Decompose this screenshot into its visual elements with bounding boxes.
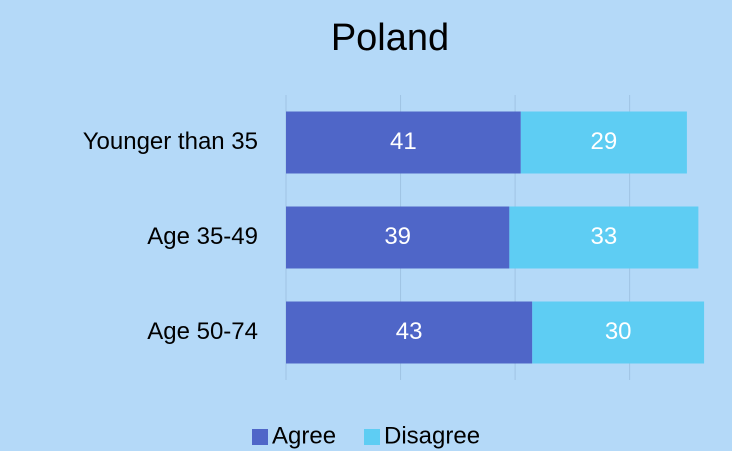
y-tick-label: Age 50-74 (147, 318, 258, 345)
data-label: 30 (605, 318, 632, 345)
data-label: 43 (396, 318, 423, 345)
bar (286, 301, 533, 364)
legend-swatch (364, 429, 380, 445)
data-label: 29 (591, 128, 618, 155)
bar (286, 206, 510, 269)
y-tick-label: Younger than 35 (83, 128, 258, 155)
data-label: 39 (384, 223, 411, 250)
bar (286, 111, 521, 174)
legend-swatch (252, 429, 268, 445)
bar (532, 301, 705, 364)
bar (509, 206, 699, 269)
chart-title: Poland (331, 17, 449, 59)
legend-label: Agree (272, 422, 336, 449)
y-tick-label: Age 35-49 (147, 223, 258, 250)
data-label: 33 (591, 223, 618, 250)
legend-label: Disagree (384, 422, 480, 449)
bar (520, 111, 687, 174)
data-label: 41 (390, 128, 417, 155)
